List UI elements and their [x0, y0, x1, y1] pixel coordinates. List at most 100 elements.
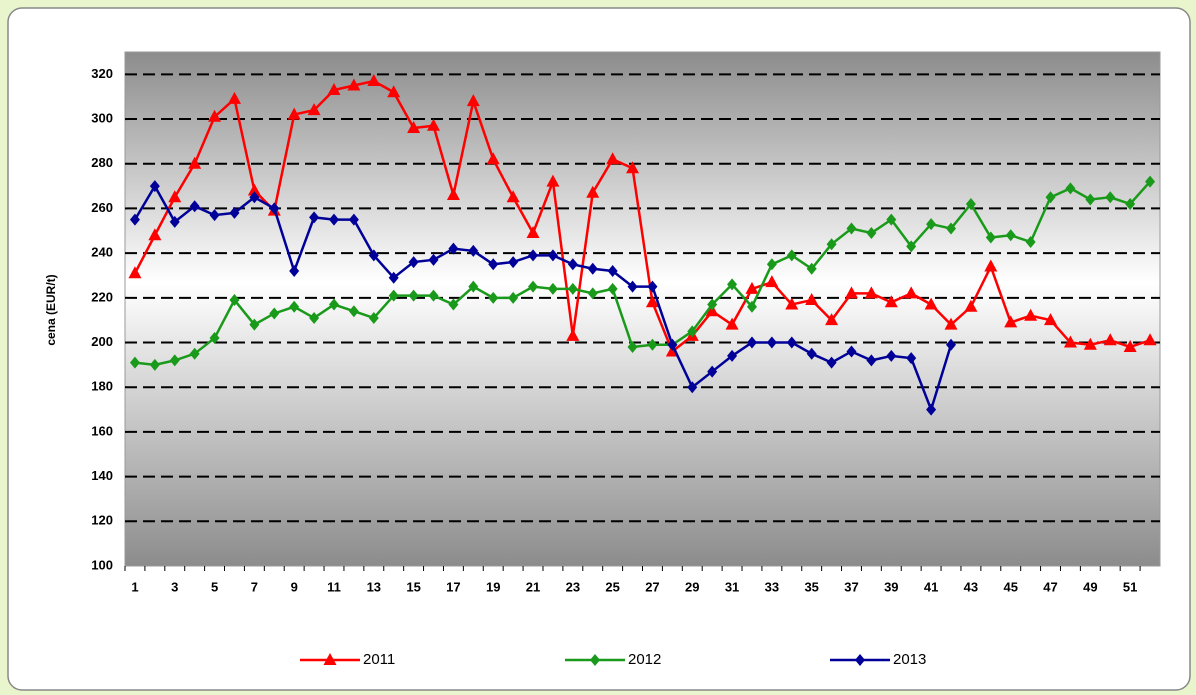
- point: [486, 152, 500, 165]
- point: [188, 156, 202, 169]
- point: [468, 280, 479, 293]
- point: [367, 74, 381, 87]
- point: [407, 120, 421, 133]
- y-tick-label: 320: [91, 66, 113, 81]
- point: [866, 227, 877, 240]
- point: [1103, 333, 1117, 346]
- x-tick-label: 33: [765, 579, 779, 594]
- point: [488, 291, 499, 304]
- y-tick-label: 240: [91, 245, 113, 260]
- y-tick-label: 220: [91, 289, 113, 304]
- point: [566, 328, 580, 341]
- point: [746, 300, 757, 313]
- point: [1004, 315, 1018, 328]
- point: [427, 118, 441, 131]
- point: [209, 209, 220, 222]
- point: [546, 174, 560, 187]
- point: [826, 356, 837, 369]
- point: [964, 299, 978, 312]
- point: [428, 253, 439, 266]
- x-tick-label: 23: [566, 579, 580, 594]
- x-tick-label: 7: [251, 579, 258, 594]
- point: [526, 226, 540, 239]
- point: [806, 262, 817, 275]
- point: [269, 202, 280, 215]
- point: [1044, 313, 1058, 326]
- point: [825, 313, 839, 326]
- point: [765, 275, 779, 288]
- point: [506, 190, 520, 203]
- point: [766, 336, 777, 349]
- point: [249, 318, 260, 331]
- point: [1063, 335, 1077, 348]
- point: [368, 311, 379, 324]
- point: [725, 317, 739, 330]
- point: [547, 282, 558, 295]
- x-tick-label: 5: [211, 579, 218, 594]
- point: [1065, 182, 1076, 195]
- point: [209, 332, 220, 345]
- y-tick-label: 120: [91, 513, 113, 528]
- point: [687, 325, 698, 338]
- point: [586, 185, 600, 198]
- point: [1045, 191, 1056, 204]
- point: [826, 238, 837, 251]
- point: [229, 294, 240, 307]
- point: [924, 297, 938, 310]
- point: [1025, 235, 1036, 248]
- point: [129, 356, 140, 369]
- point: [528, 280, 539, 293]
- legend-label: 2012: [628, 651, 661, 668]
- x-tick-label: 15: [406, 579, 420, 594]
- x-tick-label: 35: [804, 579, 818, 594]
- point: [408, 289, 419, 302]
- point: [388, 289, 399, 302]
- point: [547, 249, 558, 262]
- x-tick-label: 11: [327, 579, 341, 594]
- point: [567, 258, 578, 271]
- point: [468, 244, 479, 257]
- point: [766, 258, 777, 271]
- point: [528, 249, 539, 262]
- point: [289, 265, 300, 278]
- point: [944, 317, 958, 330]
- series-line: [134, 180, 1151, 367]
- point: [189, 347, 200, 360]
- point: [1083, 337, 1097, 350]
- point: [348, 213, 359, 226]
- x-tick-label: 47: [1043, 579, 1057, 594]
- point: [1125, 197, 1136, 210]
- point: [208, 109, 222, 122]
- point: [368, 249, 379, 262]
- point: [707, 365, 718, 378]
- legend-marker: [855, 654, 865, 666]
- point: [128, 266, 142, 279]
- point: [149, 358, 160, 371]
- point: [488, 258, 499, 271]
- point: [309, 311, 320, 324]
- point: [805, 293, 819, 306]
- y-tick-label: 260: [91, 200, 113, 215]
- x-tick-label: 39: [884, 579, 898, 594]
- point: [886, 213, 897, 226]
- point: [587, 287, 598, 300]
- point: [607, 265, 618, 278]
- point: [1005, 229, 1016, 242]
- point: [1123, 339, 1137, 352]
- point: [904, 286, 918, 299]
- point: [148, 228, 162, 241]
- point: [1145, 175, 1156, 188]
- point: [289, 300, 300, 313]
- point: [984, 259, 998, 272]
- point: [508, 291, 519, 304]
- point: [745, 281, 759, 294]
- point: [607, 282, 618, 295]
- x-tick-label: 25: [605, 579, 619, 594]
- x-tick-label: 45: [1003, 579, 1017, 594]
- point: [946, 222, 957, 235]
- x-tick-label: 27: [645, 579, 659, 594]
- point: [1085, 193, 1096, 206]
- point: [965, 197, 976, 210]
